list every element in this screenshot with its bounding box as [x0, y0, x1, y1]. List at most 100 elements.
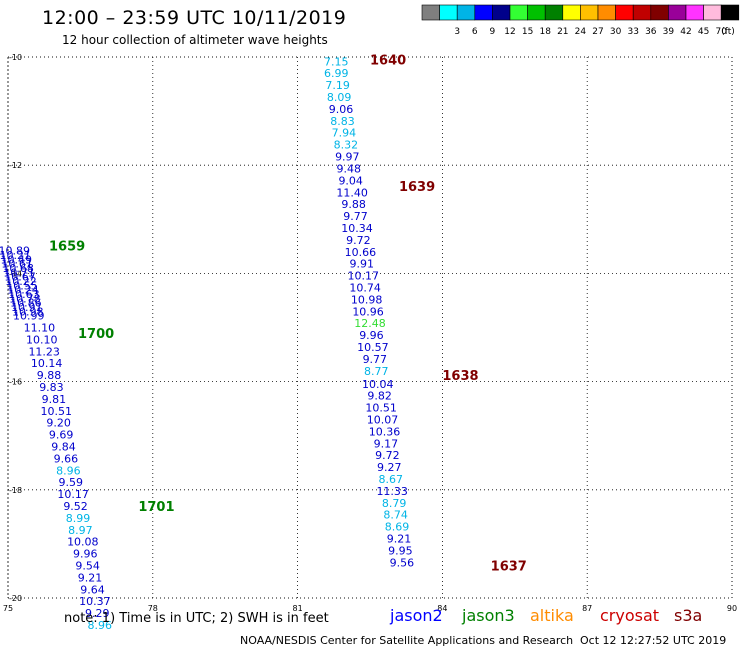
scale-tick-label: 12 [504, 27, 515, 37]
swh-value: 9.81 [42, 393, 67, 406]
track-cryosat: 7.156.997.198.099.068.837.948.329.979.48… [324, 54, 527, 575]
swh-value: 10.55 [6, 279, 38, 292]
swh-value: 8.96 [87, 619, 112, 632]
swh-value: 10.91 [11, 301, 43, 314]
swh-value: 9.06 [329, 103, 354, 116]
swh-value: 9.83 [39, 381, 64, 394]
swh-value: 9.20 [46, 417, 71, 430]
swh-value: 9.77 [363, 353, 388, 366]
y-tick-label: -10 [9, 53, 22, 62]
x-tick-label: 78 [148, 604, 158, 613]
swh-value: 10.07 [367, 413, 399, 426]
mission-s3a: s3a [674, 606, 703, 625]
swh-value: 9.56 [390, 556, 415, 569]
scale-tick-label: 36 [645, 27, 657, 37]
scale-tick-label: 45 [698, 27, 709, 37]
swh-value: 8.69 [385, 521, 410, 534]
swh-value: 11.40 [336, 186, 368, 199]
swh-value: 10.68 [2, 262, 34, 275]
scale-tick-label: 18 [539, 27, 551, 37]
swh-value: 10.34 [341, 222, 373, 235]
swh-value: 9.04 [338, 174, 363, 187]
scale-tick-label: 70 [715, 27, 727, 37]
scale-unit: (ft) [721, 27, 735, 37]
scale-swatch [720, 4, 740, 21]
swh-value: 9.84 [51, 441, 76, 454]
swh-value: 9.17 [374, 437, 399, 450]
pass-time-label: 1640 [370, 54, 406, 69]
scale-tick-label: 9 [490, 27, 496, 37]
swh-value: 10.57 [357, 341, 389, 354]
swh-value: 10.66 [345, 246, 377, 259]
swh-value: 9.59 [58, 476, 83, 489]
footer-note: note: 1) Time is in UTC; 2) SWH is in fe… [64, 611, 329, 626]
scale-tick-label: 6 [472, 27, 478, 37]
swh-value: 10.22 [5, 275, 37, 288]
y-tick-label: -18 [9, 486, 22, 495]
pass-time-label: 1659 [49, 239, 85, 254]
swh-value: 7.15 [324, 55, 349, 68]
swh-value: 9.96 [73, 548, 98, 561]
chart-subtitle: 12 hour collection of altimeter wave hei… [62, 33, 328, 47]
swh-value: 10.74 [349, 281, 381, 294]
chart-title: 12:00 – 23:59 UTC 10/11/2019 [42, 7, 347, 29]
swh-value: 10.17 [57, 488, 89, 501]
x-tick-label: 87 [582, 604, 592, 613]
swh-value: 8.97 [68, 524, 93, 537]
swh-value: 10.14 [31, 357, 63, 370]
scale-tick-label: 42 [680, 27, 691, 37]
swh-value: 7.94 [332, 127, 357, 140]
swh-value: 9.77 [343, 210, 368, 223]
pass-time-label: 1701 [138, 500, 174, 515]
swh-value: 10.24 [7, 284, 39, 297]
swh-value: 10.61 [1, 258, 33, 271]
swh-value: 8.99 [66, 512, 91, 525]
swh-value: 10.37 [79, 595, 111, 608]
x-tick-label: 90 [727, 604, 737, 613]
scale-tick-label: 21 [557, 27, 568, 37]
swh-value: 6.99 [324, 67, 349, 80]
swh-value: 8.83 [330, 115, 355, 128]
swh-value: 9.21 [387, 532, 412, 545]
swh-value: 10.63 [8, 288, 40, 301]
swh-value: 10.49 [0, 253, 32, 266]
pass-time-label: 1637 [491, 560, 527, 575]
swh-value: 9.72 [375, 449, 400, 462]
swh-value: 9.64 [80, 583, 105, 596]
swh-value: 10.51 [41, 405, 73, 418]
swh-value: 10.51 [365, 402, 397, 415]
swh-value: 11.10 [24, 322, 56, 335]
y-tick-label: -20 [9, 594, 22, 603]
swh-value: 10.98 [12, 305, 44, 318]
swh-value: 11.23 [28, 345, 60, 358]
swh-value: 10.86 [10, 297, 42, 310]
swh-value: 8.74 [383, 509, 408, 522]
swh-value: 9.72 [346, 234, 371, 247]
color-scale-legend: 3 6 9 12 15 18 21 24 27 30 33 36 39 42 45 70(ft) [421, 4, 740, 37]
swh-value: 9.69 [49, 429, 74, 442]
swh-value: 9.88 [37, 369, 62, 382]
swh-value: 10.96 [352, 305, 384, 318]
swh-value: 9.95 [388, 544, 413, 557]
swh-value: 9.29 [85, 607, 110, 620]
swh-value: 9.91 [350, 258, 375, 271]
mission-cryosat: cryosat [600, 606, 660, 625]
swh-value: 12.48 [354, 317, 386, 330]
x-tick-label: 81 [293, 604, 303, 613]
swh-value: 9.97 [335, 151, 360, 164]
credit-line: NOAA/NESDIS Center for Satellite Applica… [240, 634, 574, 647]
swh-value: 9.82 [367, 390, 392, 403]
swh-value: 8.67 [379, 473, 404, 486]
scale-tick-label: 30 [610, 27, 622, 37]
pass-time-label: 1700 [78, 327, 114, 342]
swh-value: 11.33 [376, 485, 408, 498]
scale-tick-label: 3 [454, 27, 460, 37]
mission-altika: altika [530, 606, 574, 625]
scale-tick-label: 27 [592, 27, 603, 37]
scale-tick-label: 33 [627, 27, 638, 37]
x-tick-label: 75 [3, 604, 13, 613]
swh-value: 10.17 [347, 270, 379, 283]
swh-value: 10.08 [67, 536, 99, 549]
swh-value: 8.79 [382, 497, 407, 510]
